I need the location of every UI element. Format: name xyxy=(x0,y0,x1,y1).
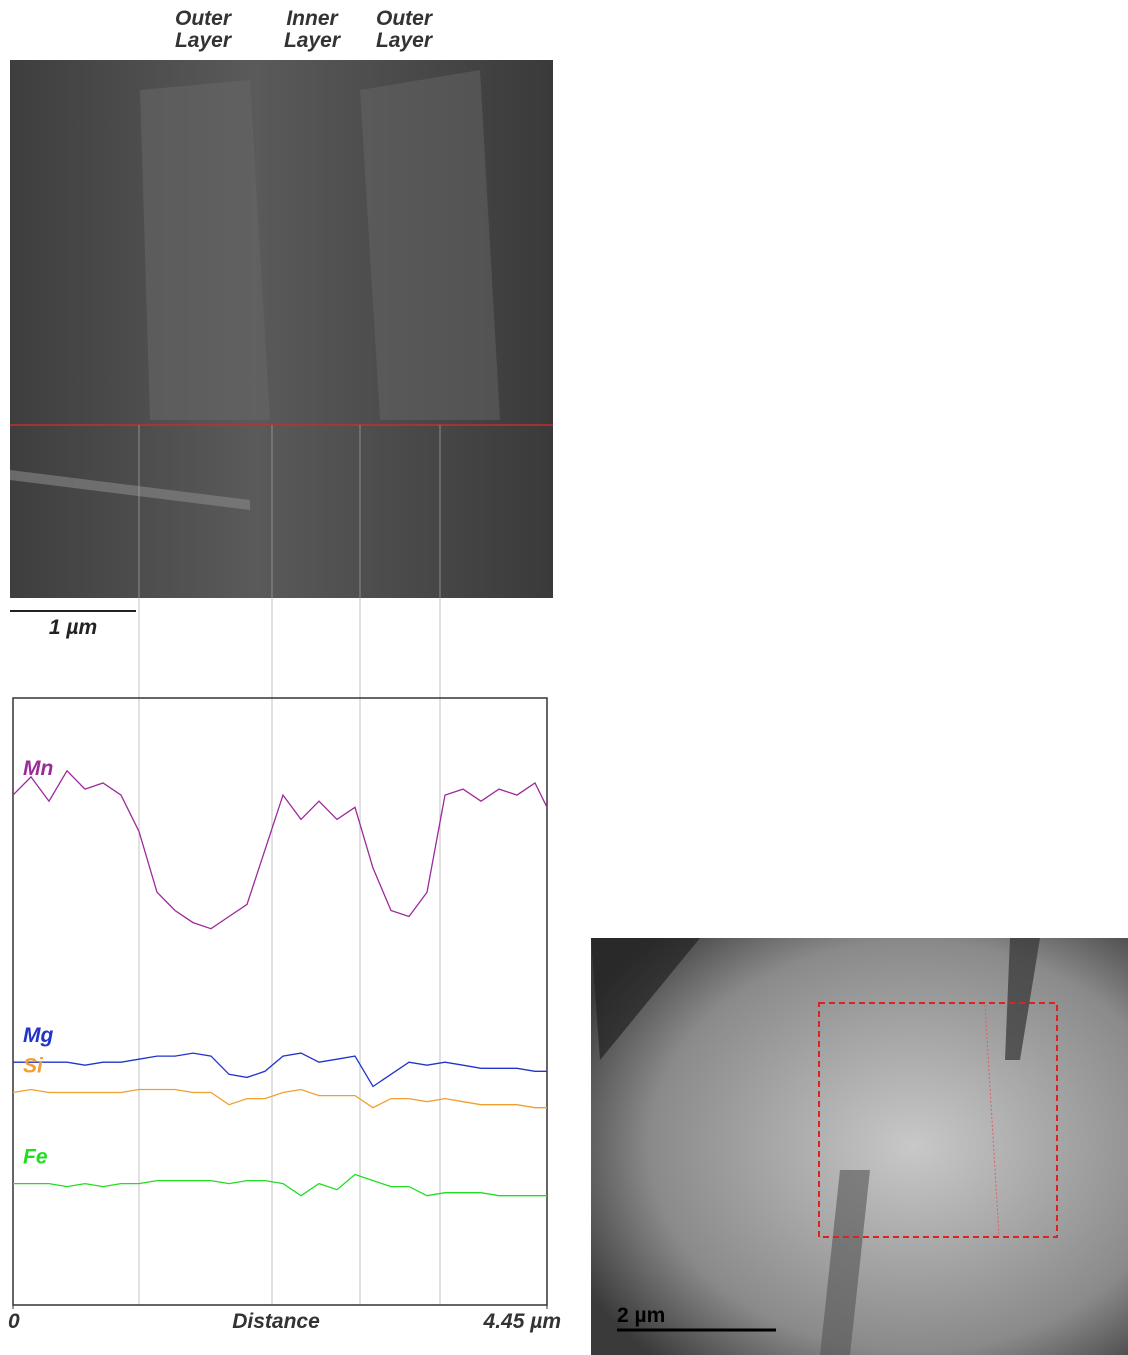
series-line xyxy=(12,1088,547,1109)
layer-region xyxy=(360,70,500,420)
series-line xyxy=(13,1052,547,1088)
x-tick-label: 0 xyxy=(8,1310,20,1333)
feature xyxy=(1005,938,1040,1060)
series-label: Mg xyxy=(23,1024,53,1047)
highlight-box xyxy=(818,1002,1058,1238)
layer-label: Outer Layer xyxy=(375,7,433,52)
layer-label: Inner Layer xyxy=(283,7,341,52)
boundary-lines xyxy=(138,425,441,1305)
series-label: Mn xyxy=(23,757,53,780)
series-line xyxy=(13,1173,547,1197)
layer-label: Outer Layer xyxy=(174,7,232,52)
micrograph xyxy=(591,938,1128,1355)
scan-line xyxy=(984,1004,1000,1236)
x-axis-label: Distance xyxy=(232,1310,320,1333)
series-line xyxy=(12,769,548,930)
feature xyxy=(10,470,250,510)
scale-bar-label: 2 µm xyxy=(617,1304,665,1327)
series-label: Fe xyxy=(23,1146,48,1169)
plot-frame xyxy=(12,697,548,1306)
scale-bar-label: 1 µm xyxy=(49,616,97,639)
feature xyxy=(591,938,700,1060)
feature xyxy=(820,1170,870,1355)
layer-region xyxy=(140,80,270,420)
series-label: Si xyxy=(23,1055,44,1078)
x-tick-label: 4.45 µm xyxy=(483,1310,561,1333)
